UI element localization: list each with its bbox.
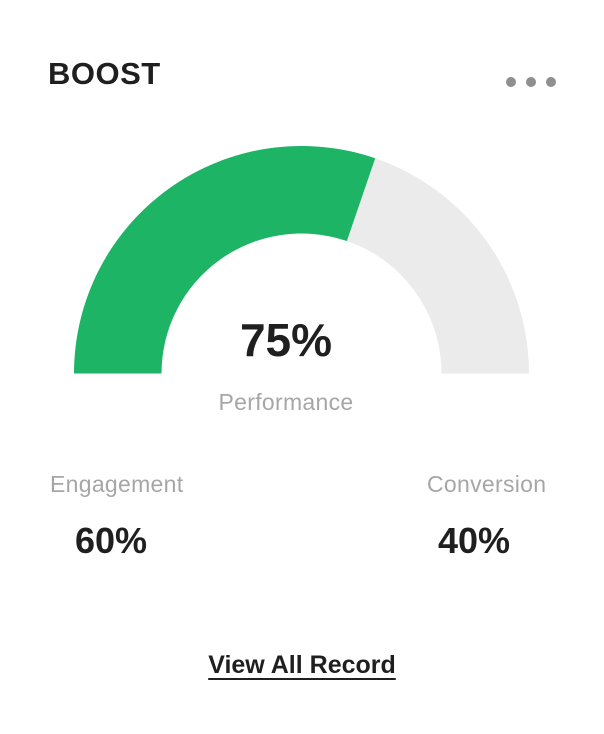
page-title: BOOST [48,56,161,91]
gauge-value-text: 75% [239,314,333,366]
gauge-svg [74,146,529,374]
gauge-fill [74,146,376,374]
ellipsis-icon [506,77,516,87]
view-all-record-link[interactable]: View All Record [208,651,396,679]
ellipsis-icon [526,77,536,87]
ellipsis-icon [546,77,556,87]
more-options-button[interactable] [506,70,556,94]
gauge-caption: Performance [218,389,354,415]
engagement-value: 60% [75,520,148,561]
performance-gauge [74,146,529,374]
engagement-label: Engagement [50,471,184,497]
conversion-label: Conversion [427,471,547,497]
conversion-value: 40% [438,520,511,561]
